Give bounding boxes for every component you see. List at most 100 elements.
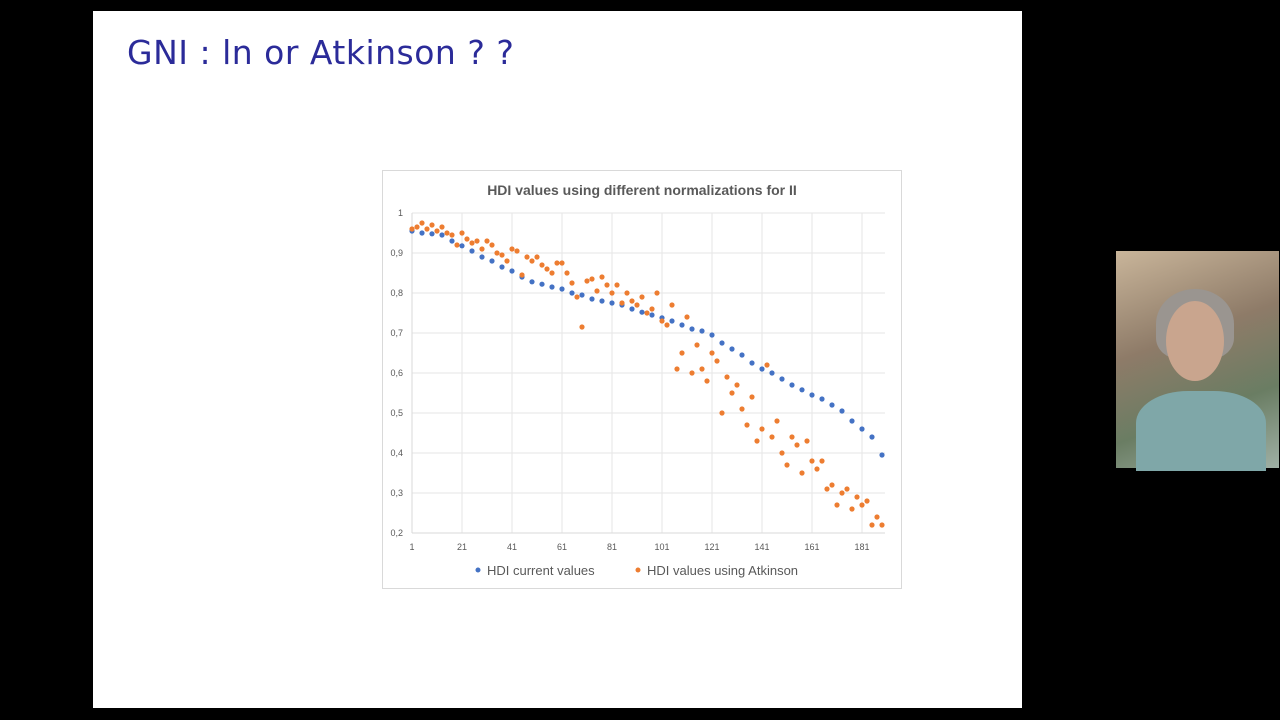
data-point-atkinson: [699, 366, 705, 372]
data-point-atkinson: [414, 224, 420, 230]
data-point-atkinson: [839, 490, 845, 496]
data-point-atkinson: [504, 258, 510, 264]
data-point-current: [759, 366, 765, 372]
x-tick-label: 81: [607, 542, 617, 552]
data-point-atkinson: [509, 246, 515, 252]
data-point-atkinson: [864, 498, 870, 504]
data-point-atkinson: [604, 282, 610, 288]
data-point-atkinson: [619, 300, 625, 306]
data-point-current: [429, 231, 435, 237]
data-point-atkinson: [429, 222, 435, 228]
data-point-atkinson: [734, 382, 740, 388]
data-point-current: [449, 238, 455, 244]
data-point-atkinson: [409, 226, 415, 232]
data-point-atkinson: [569, 280, 575, 286]
data-point-atkinson: [464, 236, 470, 242]
data-point-atkinson: [439, 224, 445, 230]
y-tick-label: 0,2: [390, 528, 403, 538]
data-point-current: [479, 254, 485, 260]
data-point-atkinson: [614, 282, 620, 288]
data-point-atkinson: [794, 442, 800, 448]
data-point-current: [549, 284, 555, 290]
data-point-atkinson: [664, 322, 670, 328]
data-point-atkinson: [424, 226, 430, 232]
data-point-current: [769, 370, 775, 376]
data-point-current: [699, 328, 705, 334]
y-tick-label: 0,9: [390, 248, 403, 258]
data-point-atkinson: [834, 502, 840, 508]
data-point-atkinson: [819, 458, 825, 464]
data-point-atkinson: [774, 418, 780, 424]
data-point-atkinson: [804, 438, 810, 444]
data-point-current: [679, 322, 685, 328]
data-point-atkinson: [644, 310, 650, 316]
data-point-atkinson: [674, 366, 680, 372]
data-point-atkinson: [694, 342, 700, 348]
data-point-current: [859, 426, 865, 432]
data-point-atkinson: [654, 290, 660, 296]
data-point-atkinson: [624, 290, 630, 296]
data-point-atkinson: [684, 314, 690, 320]
x-tick-label: 21: [457, 542, 467, 552]
data-point-atkinson: [779, 450, 785, 456]
data-point-atkinson: [844, 486, 850, 492]
data-point-atkinson: [419, 220, 425, 226]
data-point-current: [669, 318, 675, 324]
chart-svg: HDI values using different normalization…: [390, 182, 885, 578]
y-tick-label: 0,3: [390, 488, 403, 498]
data-point-atkinson: [634, 302, 640, 308]
data-point-atkinson: [724, 374, 730, 380]
data-point-current: [489, 258, 495, 264]
data-point-atkinson: [519, 272, 525, 278]
x-tick-label: 41: [507, 542, 517, 552]
data-point-atkinson: [479, 246, 485, 252]
data-point-current: [559, 286, 565, 292]
data-point-current: [439, 232, 445, 238]
data-point-atkinson: [869, 522, 875, 528]
chart: HDI values using different normalization…: [382, 170, 902, 589]
data-point-atkinson: [859, 502, 865, 508]
data-point-current: [649, 312, 655, 318]
data-point-atkinson: [809, 458, 815, 464]
data-point-atkinson: [564, 270, 570, 276]
legend-marker: [635, 567, 641, 573]
data-point-current: [569, 290, 575, 296]
chart-title: HDI values using different normalization…: [487, 182, 797, 198]
data-point-current: [749, 360, 755, 366]
data-point-atkinson: [584, 278, 590, 284]
data-point-atkinson: [599, 274, 605, 280]
data-point-current: [539, 281, 545, 287]
y-tick-label: 1: [398, 208, 403, 218]
data-point-current: [719, 340, 725, 346]
data-point-current: [819, 396, 825, 402]
legend-label: HDI current values: [487, 563, 595, 578]
data-point-current: [779, 376, 785, 382]
data-point-atkinson: [679, 350, 685, 356]
data-point-current: [529, 279, 535, 285]
data-point-atkinson: [749, 394, 755, 400]
data-point-current: [709, 332, 715, 338]
data-point-atkinson: [579, 324, 585, 330]
data-point-atkinson: [554, 260, 560, 266]
data-point-atkinson: [874, 514, 880, 520]
data-point-atkinson: [494, 250, 500, 256]
data-point-atkinson: [784, 462, 790, 468]
data-point-current: [799, 387, 805, 393]
data-point-atkinson: [669, 302, 675, 308]
data-point-atkinson: [714, 358, 720, 364]
data-point-current: [509, 268, 515, 274]
data-point-current: [739, 352, 745, 358]
x-tick-label: 141: [754, 542, 769, 552]
data-point-atkinson: [799, 470, 805, 476]
data-point-atkinson: [879, 522, 885, 528]
data-point-atkinson: [474, 238, 480, 244]
data-point-atkinson: [704, 378, 710, 384]
data-point-atkinson: [484, 238, 490, 244]
data-point-atkinson: [689, 370, 695, 376]
webcam-video: [1116, 251, 1279, 471]
data-point-atkinson: [454, 242, 460, 248]
x-tick-label: 1: [409, 542, 414, 552]
data-point-atkinson: [574, 294, 580, 300]
legend-label: HDI values using Atkinson: [647, 563, 798, 578]
data-point-atkinson: [739, 406, 745, 412]
